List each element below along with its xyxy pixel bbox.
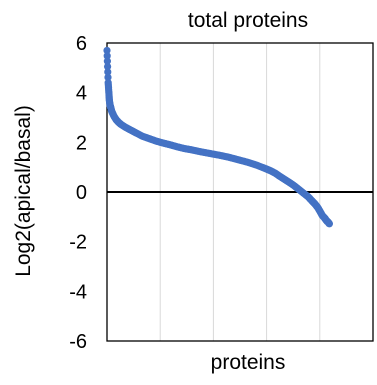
y-tick-label: -6 [69,331,87,353]
data-point [103,62,112,71]
x-axis-label: proteins [211,351,286,374]
y-tick-label: 0 [76,182,87,204]
y-axis-label: Log2(apical/basal) [12,105,35,277]
y-tick-label: 4 [76,83,87,105]
chart-title: total proteins [188,9,308,32]
data-point [325,220,333,228]
data-point [104,68,112,76]
y-tick-labels: 6 4 2 0 -2 -4 -6 [69,33,87,353]
y-tick-label: -2 [69,232,87,254]
y-tick-label: -4 [69,281,87,303]
y-tick-label: 6 [76,33,87,55]
data-point [103,57,111,65]
data-point [104,73,112,81]
plot-frame [106,42,374,342]
data-point [103,52,111,60]
y-tick-label: 2 [76,132,87,154]
data-point [103,46,111,55]
data-points [103,46,333,228]
